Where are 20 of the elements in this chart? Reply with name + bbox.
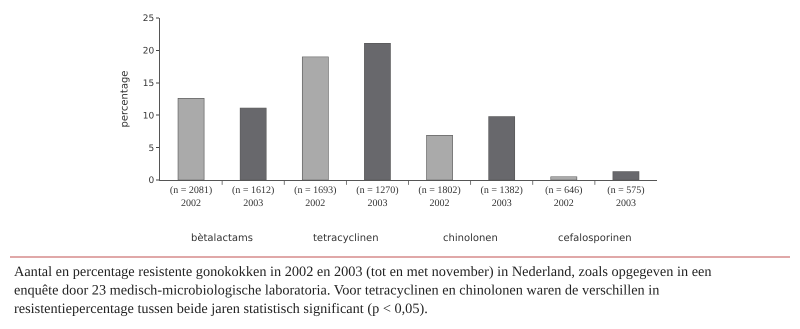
y-tick-label: 0 [148,176,154,186]
x-tick-label: (n = 1612) 2003 [232,185,274,209]
x-tick-label: (n = 2081) 2002 [170,185,212,209]
y-tick-label: 20 [142,46,154,57]
text: chinolonen [443,233,498,244]
y-tick-label: 15 [142,78,154,89]
y-tick-label: 5 [148,144,154,154]
text: tetracyclinen [313,233,379,244]
y-tick-label: 25 [142,14,154,24]
y-tick-label: 10 [142,111,154,122]
y-axis-title: percentage [120,70,131,128]
x-tick-label: (n = 1693) 2002 [294,185,336,209]
x-tick-label: (n = 1802) 2002 [418,185,461,209]
x-tick-label: (n = 1382) 2003 [480,185,523,209]
text: bètalactams [191,233,253,244]
text: cefalosporinen [558,233,632,244]
text: Aantal en percentage resistente gonokokken in 2002 en 2003 (tot en met november) in Nederland, zoals opgegeven in een enquête door 23 medisch-microbiologische laboratoria. Voor tetracyclinen en chinolonen waren de verschillen in resistentiepercentage tussen beide jaren statistisch significant (p < 0,05). [14,264,712,318]
x-tick-label: (n = 646) 2002 [545,185,582,209]
x-tick-label: (n = 1270) 2003 [356,185,399,209]
x-tick-label: (n = 575) 2003 [607,185,645,209]
